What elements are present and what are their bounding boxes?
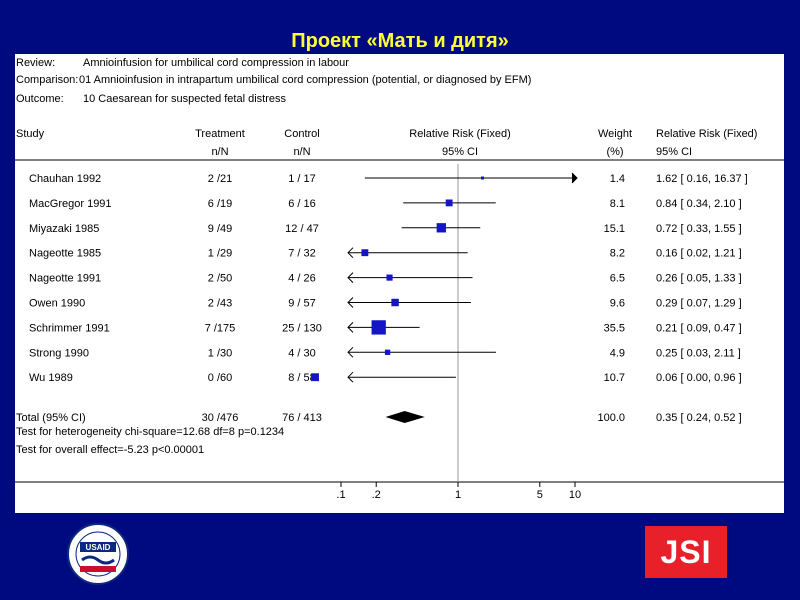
slide-title: Проект «Мать и дитя» [291,30,509,52]
overall-effect-test: Test for overall effect=-5.23 p<0.00001 [16,444,204,456]
forest-plot-panel: Review: Amnioinfusion for umbilical cord… [15,54,784,513]
control-cell: 4 / 30 [288,347,316,359]
weight-cell: 4.9 [610,347,625,359]
x-tick-label: .2 [372,489,381,501]
forest-plot: Review: Amnioinfusion for umbilical cord… [15,57,784,501]
total-control: 76 / 413 [282,412,322,424]
x-tick-label: .1 [336,489,345,501]
ci-cell: 0.21 [ 0.09, 0.47 ] [656,322,742,334]
outcome-label: Outcome: [16,93,64,105]
study-name: Owen 1990 [29,298,85,310]
ci-arrow-right [571,172,578,184]
study-name: Wu 1989 [29,372,73,384]
usaid-logo: USAID [67,523,129,585]
control-cell: 12 / 47 [285,223,319,235]
review-label: Review: [16,57,55,69]
header-rr: Relative Risk (Fixed) [409,128,510,140]
ci-arrow-left [347,322,354,333]
effect-square [481,176,485,180]
ci-cell: 1.62 [ 0.16, 16.37 ] [656,173,748,185]
ci-arrow-left [347,371,354,383]
effect-square [384,349,391,355]
comparison-value: 01 Amnioinfusion in intrapartum umbilica… [79,74,531,86]
weight-cell: 15.1 [604,223,625,235]
x-tick-label: 1 [455,489,461,501]
treatment-cell: 0 /60 [208,372,232,384]
ci-cell: 0.06 [ 0.00, 0.96 ] [656,372,742,384]
comparison-label: Comparison: [16,74,78,86]
treatment-cell: 2 /43 [208,298,232,310]
svg-text:USAID: USAID [86,543,111,552]
weight-cell: 6.5 [610,273,625,285]
study-name: Strong 1990 [29,347,89,359]
ci-cell: 0.72 [ 0.33, 1.55 ] [656,223,742,235]
control-cell: 1 / 17 [288,173,316,185]
header-treatment-sub: n/N [211,146,228,158]
header-weight: Weight [598,128,632,140]
effect-square [436,223,446,233]
header-weight-sub: (%) [606,146,623,158]
effect-square [311,373,319,382]
study-name: Miyazaki 1985 [29,223,99,235]
x-tick-label: 5 [537,489,543,501]
treatment-cell: 1 /30 [208,347,232,359]
control-cell: 25 / 130 [282,322,322,334]
header-rr-sub: 95% CI [442,146,478,158]
header-study: Study [16,128,45,140]
ci-arrow-left [347,272,354,283]
weight-cell: 8.2 [610,248,625,260]
pooled-diamond [385,411,425,423]
ci-arrow-left [347,297,354,308]
header-treatment: Treatment [195,128,245,140]
review-value: Amnioinfusion for umbilical cord compres… [83,57,349,69]
total-label: Total (95% CI) [16,412,86,424]
effect-square [445,199,453,207]
weight-cell: 8.1 [610,198,625,210]
treatment-cell: 7 /175 [205,322,236,334]
header-rr-right: Relative Risk (Fixed) [656,128,757,140]
study-name: Chauhan 1992 [29,173,101,185]
study-name: Nageotte 1985 [29,248,101,260]
weight-cell: 1.4 [610,173,625,185]
effect-square [391,298,399,307]
total-weight: 100.0 [597,412,625,424]
header-control: Control [284,128,319,140]
weight-cell: 9.6 [610,298,625,310]
treatment-cell: 9 /49 [208,223,232,235]
effect-square [361,249,369,257]
total-treatment: 30 /476 [202,412,239,424]
heterogeneity-test: Test for heterogeneity chi-square=12.68 … [16,426,284,438]
control-cell: 7 / 32 [288,248,316,260]
header-rr-right-sub: 95% CI [656,146,692,158]
treatment-cell: 6 /19 [208,198,232,210]
effect-square [371,320,386,335]
control-cell: 6 / 16 [288,198,316,210]
ci-arrow-left [347,247,354,259]
ci-cell: 0.29 [ 0.07, 1.29 ] [656,298,742,310]
control-cell: 8 / 58 [288,372,316,384]
header-control-sub: n/N [293,146,310,158]
ci-arrow-left [347,346,354,358]
treatment-cell: 1 /29 [208,248,232,260]
ci-cell: 0.16 [ 0.02, 1.21 ] [656,248,742,260]
control-cell: 9 / 57 [288,298,316,310]
treatment-cell: 2 /21 [208,173,232,185]
study-name: Schrimmer 1991 [29,322,110,334]
ci-cell: 0.84 [ 0.34, 2.10 ] [656,198,742,210]
weight-cell: 10.7 [604,372,625,384]
ci-cell: 0.25 [ 0.03, 2.11 ] [656,347,741,359]
weight-cell: 35.5 [604,322,625,334]
total-ci: 0.35 [ 0.24, 0.52 ] [656,412,742,424]
effect-square [386,274,393,281]
study-name: Nageotte 1991 [29,273,101,285]
ci-cell: 0.26 [ 0.05, 1.33 ] [656,273,742,285]
study-name: MacGregor 1991 [29,198,112,210]
jsi-logo: JSI [645,526,727,578]
treatment-cell: 2 /50 [208,273,232,285]
control-cell: 4 / 26 [288,273,316,285]
outcome-value: 10 Caesarean for suspected fetal distres… [83,93,287,105]
x-tick-label: 10 [569,489,581,501]
